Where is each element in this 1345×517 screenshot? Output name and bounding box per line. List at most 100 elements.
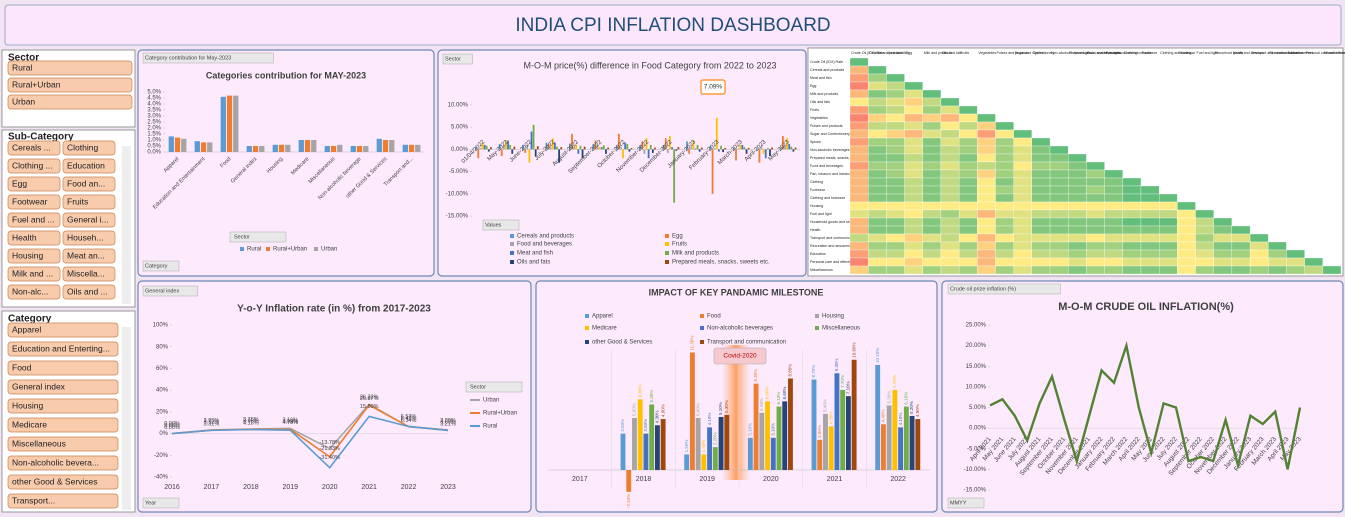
slicer-item-label[interactable]: Egg: [12, 178, 27, 188]
y-tick-label: 0.00%: [969, 426, 987, 432]
slicer-item[interactable]: [7, 398, 119, 414]
slicer-item-label[interactable]: Non-alc...: [12, 286, 48, 296]
slicer-item-label[interactable]: Oils and ...: [67, 286, 108, 296]
heatmap-cell: [940, 169, 960, 179]
filter-tag[interactable]: [142, 285, 199, 297]
scrollbar[interactable]: [122, 146, 131, 304]
slicer-item[interactable]: [7, 140, 61, 156]
slicer-item[interactable]: [7, 341, 119, 357]
slicer-item-label[interactable]: General index: [12, 381, 66, 391]
row-label: Miscellaneous: [810, 268, 833, 272]
slicer-item-label[interactable]: Transport...: [12, 495, 55, 505]
filter-tag-label[interactable]: Category contribution for May-2023: [145, 55, 231, 61]
slicer-item[interactable]: [7, 493, 119, 509]
slicer-item[interactable]: [62, 140, 116, 156]
slicer-item[interactable]: [7, 284, 61, 300]
slicer-item-label[interactable]: Housing: [12, 400, 43, 410]
slicer-item-label[interactable]: Cereals ...: [12, 142, 51, 152]
slicer-item-label[interactable]: Footwear: [12, 196, 48, 206]
slicer-item[interactable]: [62, 248, 116, 264]
slicer-item[interactable]: [7, 60, 133, 76]
slicer-item[interactable]: [62, 212, 116, 228]
slicer-item-label[interactable]: Clothing ...: [12, 160, 53, 170]
chart-title: M-O-M CRUDE OIL INFLATION(%): [1058, 301, 1234, 313]
filter-button-label[interactable]: Year: [145, 500, 156, 506]
filter-button[interactable]: [142, 260, 180, 272]
slicer-item[interactable]: [7, 230, 61, 246]
slicer-item[interactable]: [7, 436, 119, 452]
slicer-item[interactable]: [7, 379, 119, 395]
slicer-item[interactable]: [62, 176, 116, 192]
legend-label: Rural: [483, 424, 497, 430]
heatmap-cell: [886, 185, 905, 195]
heatmap-cell: [886, 209, 905, 219]
slicer-item-label[interactable]: Househ...: [67, 232, 103, 242]
slicer-item-label[interactable]: Fuel and ...: [12, 214, 55, 224]
slicer-item-label[interactable]: Medicare: [12, 419, 47, 429]
filter-tag-label[interactable]: Sector: [445, 56, 461, 62]
slicer-item[interactable]: [7, 176, 61, 192]
slicer-item-label[interactable]: General i...: [67, 214, 109, 224]
slicer-item[interactable]: [7, 248, 61, 264]
slicer-item[interactable]: [7, 194, 61, 210]
filter-tag[interactable]: [947, 283, 1061, 295]
heatmap-cell: [940, 249, 960, 259]
slicer-item[interactable]: [7, 266, 61, 282]
legend-filter[interactable]: [229, 231, 287, 243]
slicer-item-label[interactable]: Urban: [12, 96, 35, 106]
bar: [696, 144, 699, 150]
slicer-item-label[interactable]: Education and Enterting...: [12, 343, 110, 353]
slicer-item-label[interactable]: Miscellaneous: [12, 438, 66, 448]
slicer-item[interactable]: [7, 212, 61, 228]
slicer-item[interactable]: [62, 266, 116, 282]
slicer-item-label[interactable]: Education: [67, 160, 105, 170]
filter-button[interactable]: [142, 497, 180, 509]
slicer-item-label[interactable]: Miscella...: [67, 268, 105, 278]
filter-tag-label[interactable]: Crude oil prize inflation (%): [950, 286, 1016, 292]
slicer-item-label[interactable]: Rural: [12, 62, 32, 72]
legend-filter[interactable]: [465, 381, 523, 393]
slicer-item-label[interactable]: Apparel: [12, 324, 41, 334]
heatmap-cell: [922, 241, 942, 251]
filter-button-label[interactable]: MMYY: [950, 500, 967, 506]
slicer-item-label[interactable]: Food an...: [67, 178, 105, 188]
slicer-item-label[interactable]: Housing: [12, 250, 43, 260]
bar: [568, 143, 571, 150]
bar: [556, 146, 558, 150]
filter-button[interactable]: [947, 497, 985, 509]
slicer-item[interactable]: [7, 94, 133, 110]
slicer-item[interactable]: [62, 194, 116, 210]
bar: [709, 146, 712, 150]
filter-button-label[interactable]: Values: [485, 222, 502, 228]
slicer-item[interactable]: [7, 77, 133, 93]
slicer-item-label[interactable]: Food: [12, 362, 32, 372]
slicer-item-label[interactable]: Meat an...: [67, 250, 105, 260]
data-label: 3.90%: [282, 419, 298, 425]
slicer-item[interactable]: [7, 474, 119, 490]
slicer-item-label[interactable]: other Good & Services: [12, 476, 98, 486]
slicer-item-label[interactable]: Rural+Urban: [12, 79, 61, 89]
legend-title[interactable]: Sector: [234, 234, 250, 240]
row-label: Oils and fats: [810, 100, 830, 104]
filter-tag[interactable]: [142, 52, 274, 64]
slicer-item-label[interactable]: Health: [12, 232, 37, 242]
bar: [602, 145, 605, 150]
slicer-item[interactable]: [62, 230, 116, 246]
slicer-item[interactable]: [7, 158, 61, 174]
slicer-item[interactable]: [7, 360, 119, 376]
slicer-item[interactable]: [62, 284, 116, 300]
slicer-item[interactable]: [7, 417, 119, 433]
slicer-item[interactable]: [7, 455, 119, 471]
slicer-item-label[interactable]: Milk and ...: [12, 268, 53, 278]
scrollbar[interactable]: [122, 327, 131, 510]
legend-title[interactable]: Sector: [470, 384, 486, 390]
slicer-item-label[interactable]: Non-alcoholic bevera...: [12, 457, 99, 467]
slicer-item-label[interactable]: Fruits: [67, 196, 88, 206]
slicer-item[interactable]: [62, 158, 116, 174]
filter-tag-label[interactable]: General index: [145, 288, 179, 294]
filter-tag[interactable]: [442, 53, 473, 65]
slicer-item-label[interactable]: Clothing: [67, 142, 98, 152]
filter-button-label[interactable]: Category: [145, 263, 168, 269]
slicer-item[interactable]: [7, 322, 119, 338]
filter-button[interactable]: [482, 219, 520, 231]
